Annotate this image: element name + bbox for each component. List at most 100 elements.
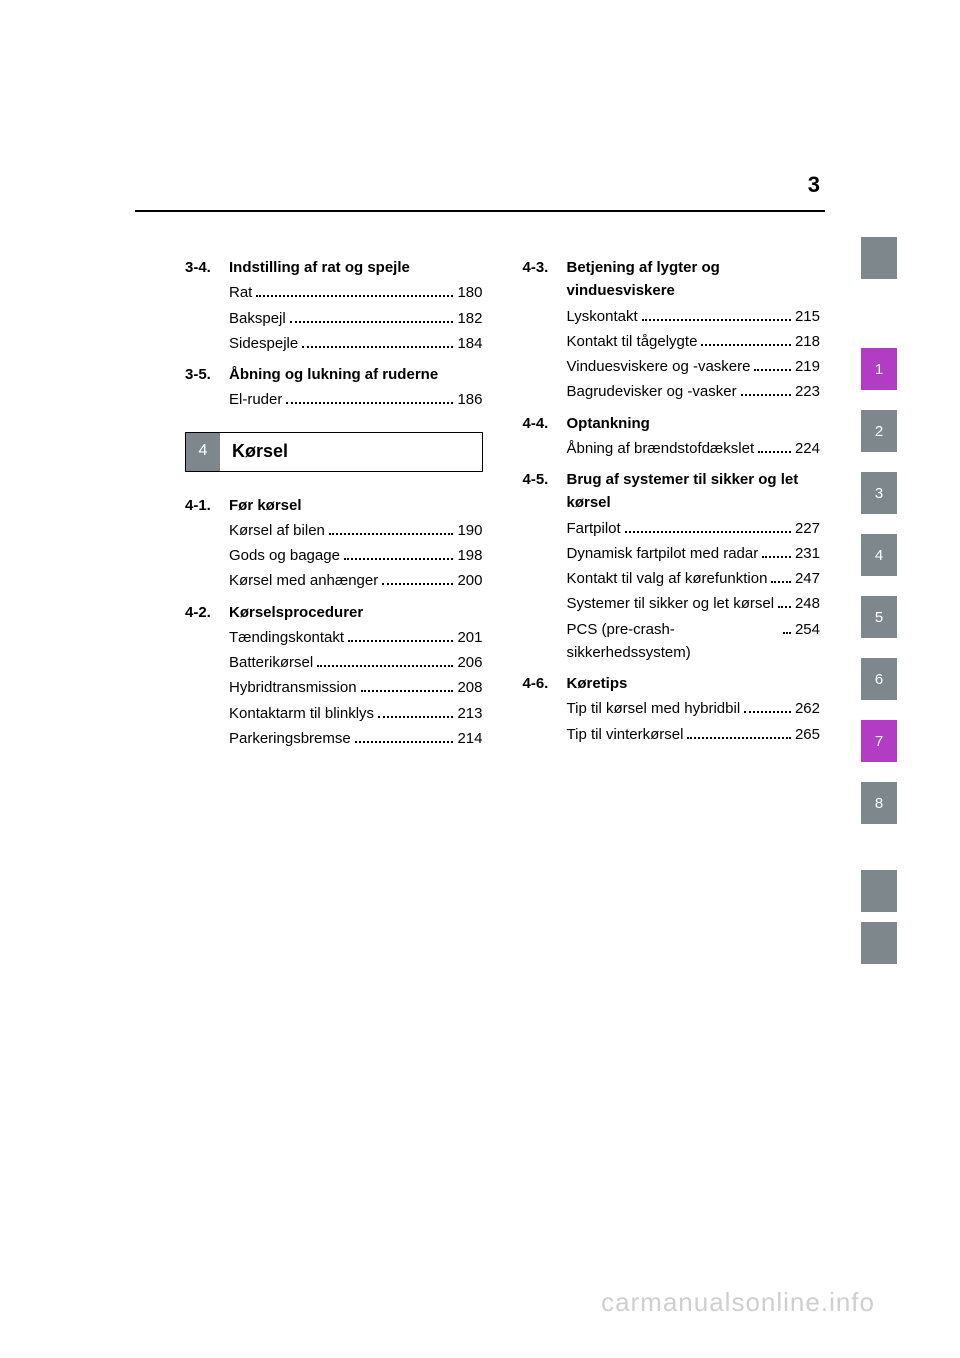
toc-leader-dots xyxy=(355,731,454,743)
toc-leader-dots xyxy=(317,655,453,667)
toc-entry[interactable]: Kontakt til tågelygte218 xyxy=(567,330,821,353)
toc-section: 4-4. Optankning Åbning af brændstofdæksl… xyxy=(523,412,821,461)
side-tab-1[interactable]: 1 xyxy=(861,348,897,390)
toc-section: 4-5. Brug af systemer til sikker og let … xyxy=(523,468,821,664)
chapter-box: 4 Kørsel xyxy=(185,432,483,472)
chapter-title: Kørsel xyxy=(220,433,482,471)
toc-content: 3-4. Indstilling af rat og spejle Rat180… xyxy=(185,252,820,758)
toc-section-heading: 4-6. Køretips xyxy=(523,672,821,695)
toc-leader-dots xyxy=(744,702,791,714)
toc-entry[interactable]: Systemer til sikker og let kørsel248 xyxy=(567,592,821,615)
toc-section-title: Køretips xyxy=(567,672,821,695)
toc-entry-text: Sidespejle xyxy=(229,332,298,355)
toc-entry-page: 186 xyxy=(457,388,482,411)
toc-leader-dots xyxy=(302,336,453,348)
toc-entry[interactable]: Kørsel med anhænger200 xyxy=(229,569,483,592)
toc-entry[interactable]: Batterikørsel206 xyxy=(229,651,483,674)
toc-entry[interactable]: Parkeringsbremse 214 xyxy=(229,727,483,750)
side-tab-6[interactable]: 6 xyxy=(861,658,897,700)
toc-entry-page: 223 xyxy=(795,380,820,403)
toc-entry-text: Kørsel med anhænger xyxy=(229,569,378,592)
toc-leader-dots xyxy=(378,706,453,718)
side-tab-8[interactable]: 8 xyxy=(861,782,897,824)
toc-section: 4-2. Kørselsprocedurer Tændingskontakt20… xyxy=(185,601,483,751)
toc-entry[interactable]: Dynamisk fartpilot med radar231 xyxy=(567,542,821,565)
toc-entry-page: 262 xyxy=(795,697,820,720)
toc-entry-page: 182 xyxy=(457,307,482,330)
toc-entry[interactable]: Kontakt til valg af kørefunktion 247 xyxy=(567,567,821,590)
toc-section-number: 4-6. xyxy=(523,672,567,695)
toc-section-heading: 4-3. Betjening af lygter og vinduesviske… xyxy=(523,256,821,303)
toc-entry-text: Parkeringsbremse xyxy=(229,727,351,750)
toc-entry-text: Lyskontakt xyxy=(567,305,638,328)
toc-leader-dots xyxy=(329,523,454,535)
toc-entry[interactable]: Fartpilot227 xyxy=(567,517,821,540)
toc-leader-dots xyxy=(361,681,454,693)
toc-entry-text: Bakspejl xyxy=(229,307,286,330)
toc-entry-page: 247 xyxy=(795,567,820,590)
toc-entry-page: 180 xyxy=(457,281,482,304)
toc-entry-page: 214 xyxy=(457,727,482,750)
side-block xyxy=(861,922,897,964)
toc-entry[interactable]: Kørsel af bilen190 xyxy=(229,519,483,542)
toc-entry-page: 201 xyxy=(457,626,482,649)
page-number: 3 xyxy=(808,172,820,198)
side-tabs: 1 2 3 4 5 6 7 8 xyxy=(861,348,897,824)
toc-entry-text: Gods og bagage xyxy=(229,544,340,567)
toc-entry-text: Vinduesviskere og -vaskere xyxy=(567,355,751,378)
toc-entry-text: Kontaktarm til blinklys xyxy=(229,702,374,725)
side-tab-3[interactable]: 3 xyxy=(861,472,897,514)
toc-leader-dots xyxy=(625,521,791,533)
chapter-number: 4 xyxy=(186,433,220,471)
toc-section-title: Betjening af lygter og vinduesviskere xyxy=(567,256,821,303)
toc-section-title: Åbning og lukning af ruderne xyxy=(229,363,483,386)
toc-leader-dots xyxy=(256,286,453,298)
toc-entry[interactable]: Gods og bagage198 xyxy=(229,544,483,567)
watermark: carmanualsonline.info xyxy=(601,1287,875,1318)
toc-entry-text: Kontakt til tågelygte xyxy=(567,330,698,353)
toc-entry-text: Kontakt til valg af kørefunktion xyxy=(567,567,768,590)
toc-entry-page: 206 xyxy=(457,651,482,674)
toc-column-left: 3-4. Indstilling af rat og spejle Rat180… xyxy=(185,252,483,758)
toc-entry-text: Tip til vinterkørsel xyxy=(567,723,684,746)
side-tab-2[interactable]: 2 xyxy=(861,410,897,452)
toc-leader-dots xyxy=(701,334,791,346)
toc-entry-text: El-ruder xyxy=(229,388,282,411)
toc-entry[interactable]: Tip til vinterkørsel265 xyxy=(567,723,821,746)
toc-entry[interactable]: Tændingskontakt201 xyxy=(229,626,483,649)
toc-leader-dots xyxy=(642,309,791,321)
toc-entry[interactable]: Bakspejl 182 xyxy=(229,307,483,330)
toc-leader-dots xyxy=(741,385,791,397)
toc-section-number: 3-5. xyxy=(185,363,229,386)
toc-entry[interactable]: Lyskontakt215 xyxy=(567,305,821,328)
toc-section-number: 4-2. xyxy=(185,601,229,624)
toc-entry[interactable]: Bagrudevisker og -vasker223 xyxy=(567,380,821,403)
toc-entry[interactable]: Åbning af brændstofdækslet224 xyxy=(567,437,821,460)
toc-leader-dots xyxy=(771,571,791,583)
toc-entry-page: 224 xyxy=(795,437,820,460)
toc-entry[interactable]: PCS (pre-crash-sikkerhedssystem)254 xyxy=(567,618,821,665)
toc-leader-dots xyxy=(687,727,791,739)
toc-entry[interactable]: Kontaktarm til blinklys 213 xyxy=(229,702,483,725)
toc-leader-dots xyxy=(344,548,454,560)
toc-leader-dots xyxy=(382,574,453,586)
toc-entry[interactable]: Rat180 xyxy=(229,281,483,304)
side-tab-5[interactable]: 5 xyxy=(861,596,897,638)
toc-section: 3-5. Åbning og lukning af ruderne El-rud… xyxy=(185,363,483,412)
toc-entry[interactable]: El-ruder 186 xyxy=(229,388,483,411)
toc-entry[interactable]: Vinduesviskere og -vaskere219 xyxy=(567,355,821,378)
toc-entry-page: 254 xyxy=(795,618,820,641)
side-blocks-bottom xyxy=(861,870,897,964)
toc-section: 4-3. Betjening af lygter og vinduesviske… xyxy=(523,256,821,404)
toc-entry[interactable]: Sidespejle 184 xyxy=(229,332,483,355)
side-tab-4[interactable]: 4 xyxy=(861,534,897,576)
toc-section-title: Før kørsel xyxy=(229,494,483,517)
toc-entry[interactable]: Tip til kørsel med hybridbil262 xyxy=(567,697,821,720)
toc-entry-text: Dynamisk fartpilot med radar xyxy=(567,542,759,565)
toc-entry-text: Kørsel af bilen xyxy=(229,519,325,542)
toc-section: 3-4. Indstilling af rat og spejle Rat180… xyxy=(185,256,483,355)
side-tab-7[interactable]: 7 xyxy=(861,720,897,762)
toc-entry-page: 184 xyxy=(457,332,482,355)
toc-entry[interactable]: Hybridtransmission208 xyxy=(229,676,483,699)
toc-entry-page: 213 xyxy=(457,702,482,725)
